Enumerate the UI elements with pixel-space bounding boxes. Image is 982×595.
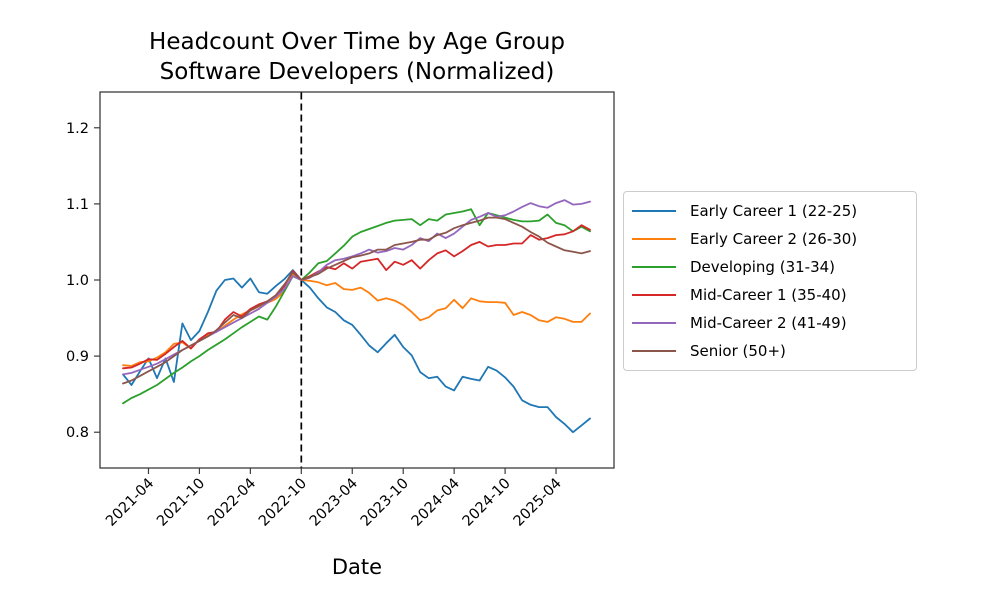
legend-swatch-early-career-2-26-30: [632, 238, 676, 240]
series-line-developing-31-34: [122, 208, 591, 405]
legend-item-mid-career-2-41-49: Mid-Career 2 (41-49): [624, 309, 916, 337]
x-tick-label-2025-04: 2025-04: [511, 476, 565, 530]
x-tick-label-2021-10: 2021-10: [154, 476, 208, 530]
legend-item-senior-50: Senior (50+): [624, 337, 916, 365]
plot-frame: [99, 91, 615, 469]
y-tick-label-1.0: 1.0: [66, 273, 89, 289]
legend-swatch-early-career-1-22-25: [632, 210, 676, 212]
x-tick-label-2022-04: 2022-04: [205, 476, 259, 530]
x-tick-label-2022-10: 2022-10: [256, 476, 310, 530]
legend-label: Early Career 1 (22-25): [690, 202, 858, 220]
chart-title-line1: Headcount Over Time by Age Group: [149, 29, 565, 55]
legend-swatch-mid-career-2-41-49: [632, 322, 676, 324]
x-tick-label-2024-10: 2024-10: [460, 476, 514, 530]
legend-item-early-career-1-22-25: Early Career 1 (22-25): [624, 197, 916, 225]
legend-item-early-career-2-26-30: Early Career 2 (26-30): [624, 225, 916, 253]
legend-swatch-mid-career-1-35-40: [632, 294, 676, 296]
x-tick-label-2024-04: 2024-04: [409, 476, 463, 530]
chart-title: Headcount Over Time by Age Group Softwar…: [40, 27, 674, 87]
legend-swatch-developing-31-34: [632, 266, 676, 268]
legend-label: Early Career 2 (26-30): [690, 230, 858, 248]
series-line-mid-career-1-35-40: [122, 224, 591, 370]
legend-swatch-senior-50: [632, 350, 676, 352]
y-tick-label-1.1: 1.1: [66, 197, 89, 213]
series-line-early-career-1-22-25: [122, 269, 591, 434]
legend: Early Career 1 (22-25) Early Career 2 (26…: [623, 191, 917, 371]
y-tick-label-0.8: 0.8: [66, 425, 89, 441]
x-tick-label-2023-04: 2023-04: [307, 476, 361, 530]
x-tick-label-2023-10: 2023-10: [358, 476, 412, 530]
series-line-early-career-2-26-30: [122, 272, 591, 367]
legend-label: Mid-Career 1 (35-40): [690, 286, 847, 304]
chart-title-line2: Software Developers (Normalized): [159, 59, 555, 85]
x-axis-label: Date: [331, 555, 383, 579]
legend-label: Senior (50+): [690, 342, 786, 360]
series-line-senior-50: [122, 216, 591, 385]
legend-label: Developing (31-34): [690, 258, 836, 276]
y-tick-label-1.2: 1.2: [66, 121, 89, 137]
y-tick-label-0.9: 0.9: [66, 349, 89, 365]
x-tick-label-2021-04: 2021-04: [103, 476, 157, 530]
legend-item-developing-31-34: Developing (31-34): [624, 253, 916, 281]
legend-item-mid-career-1-35-40: Mid-Career 1 (35-40): [624, 281, 916, 309]
legend-label: Mid-Career 2 (41-49): [690, 314, 847, 332]
